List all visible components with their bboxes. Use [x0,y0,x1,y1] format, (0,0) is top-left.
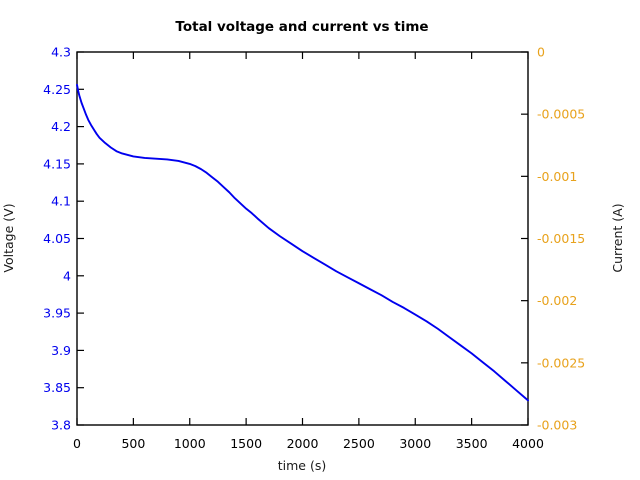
x-tick-label: 2000 [287,436,319,451]
y-left-tick-label: 3.85 [43,380,71,395]
y-left-tick-label: 4.3 [51,45,71,60]
y-right-tick-label: -0.002 [537,293,577,308]
x-tick-label: 0 [73,436,81,451]
y-left-tick-label: 4.2 [51,119,71,134]
plot-area: 0 500 1000 1500 2000 2500 3000 3500 4000 4.3 4.25 4… [43,45,585,452]
x-tick-label: 3500 [456,436,488,451]
chart-title: Total voltage and current vs time [175,19,428,35]
y-left-tick-label: 4.15 [43,156,71,171]
y-left-tick-label: 4 [63,268,71,283]
x-tick-label: 3000 [399,436,431,451]
y-axis-left-label: Voltage (V) [1,203,16,272]
y-left-tick-label: 4.1 [51,194,71,209]
y-right-tick-label: -0.0015 [537,231,585,246]
y-right-tick-label: -0.0025 [537,355,585,370]
x-axis-label: time (s) [278,458,326,473]
y-left-tick-label: 4.25 [43,82,71,97]
y-left-tick-label: 4.05 [43,231,71,246]
y-right-tick-label: -0.003 [537,418,577,433]
y-right-tick-label: -0.001 [537,169,577,184]
plot-frame [76,51,529,426]
y-right-tick-label: 0 [537,45,545,60]
y-left-tick-label: 3.95 [43,306,71,321]
y-left-tick-label: 3.9 [51,343,71,358]
x-tick-label: 2500 [343,436,375,451]
voltage-curve [76,83,529,402]
x-tick-label: 500 [121,436,145,451]
x-tick-label: 1000 [174,436,206,451]
x-tick-label: 4000 [512,436,544,451]
y-axis-right-label: Current (A) [610,203,625,272]
x-tick-label: 1500 [230,436,262,451]
y-left-tick-label: 3.8 [51,418,71,433]
y-right-tick-label: -0.0005 [537,107,585,122]
